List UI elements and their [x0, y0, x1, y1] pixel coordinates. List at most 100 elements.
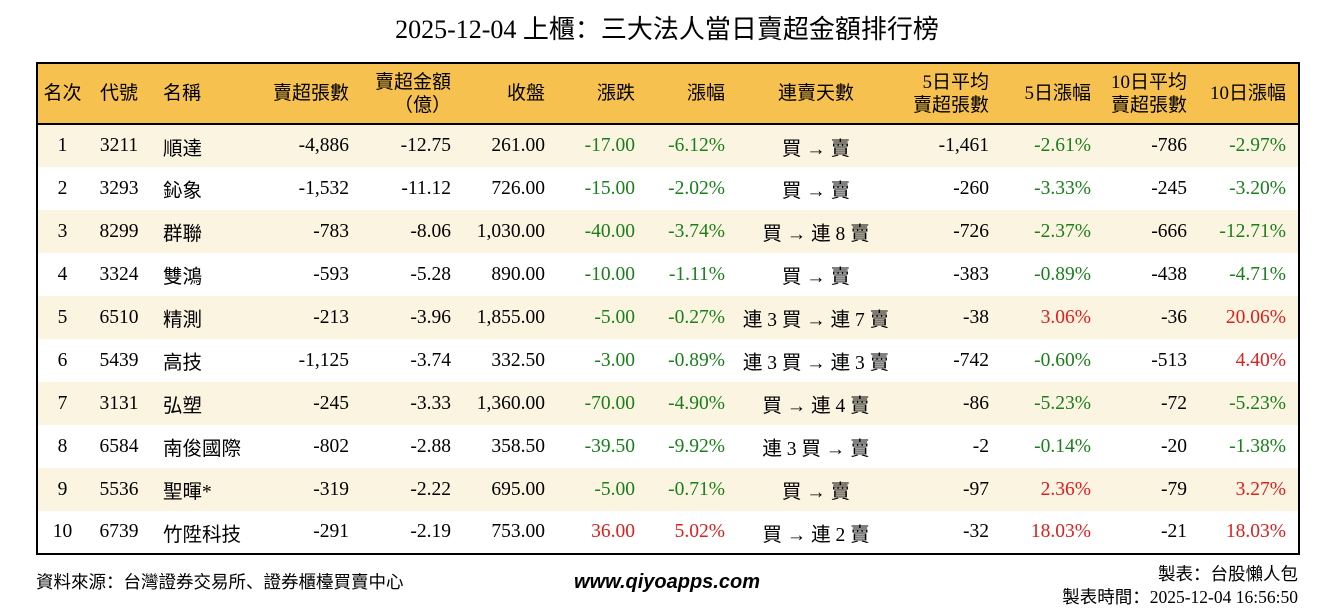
table-row: 3 8299 群聯 -783 -8.06 1,030.00 -40.00 -3.74% 買 → …	[37, 210, 1299, 253]
cell-sell-amount: -12.75	[400, 135, 451, 156]
cell-rank: 7	[57, 392, 68, 414]
cell-streak: 連 3 買 → 連 3 賣	[742, 353, 890, 374]
cell-code: 8299	[99, 220, 139, 242]
table-row: 7 3131 弘塑 -245 -3.33 1,360.00 -70.00 -4.90% 買 → …	[37, 382, 1299, 425]
col-header-close: 收盤	[463, 63, 551, 125]
cell-sell-volume: -319	[313, 478, 349, 500]
cell-close: 332.50	[491, 349, 545, 371]
cell-streak: 買 → 連 8 賣	[762, 224, 870, 245]
cell-avg10-volume: -79	[1161, 478, 1187, 500]
col-header-name: 名稱	[151, 63, 257, 125]
cell-avg10-volume: -20	[1161, 435, 1187, 457]
cell-change: -5.00	[594, 478, 635, 500]
cell-change-pct: -1.11%	[668, 263, 725, 285]
cell-avg10-volume: -72	[1161, 392, 1187, 414]
cell-close: 695.00	[491, 478, 545, 500]
cell-close: 1,360.00	[476, 392, 545, 414]
cell-sell-amount: -8.06	[410, 220, 451, 242]
table-row: 8 6584 南俊國際 -802 -2.88 358.50 -39.50 -9.92% 連 3 …	[37, 425, 1299, 468]
cell-sell-volume: -1,125	[298, 349, 349, 371]
maker-block: 製表：台股懶人包 製表時間：2025-12-04 16:56:50	[1062, 563, 1298, 609]
cell-avg5-volume: -742	[953, 349, 989, 371]
made-time-label: 製表時間：2025-12-04 16:56:50	[1062, 587, 1298, 607]
cell-close: 726.00	[491, 177, 545, 199]
cell-change: -10.00	[584, 263, 635, 285]
cell-code: 3324	[99, 263, 139, 285]
col-header-sell-volume: 賣超張數	[257, 63, 361, 125]
cell-change-pct: -9.92%	[668, 435, 725, 457]
cell-pct10: -1.38%	[1229, 435, 1286, 457]
cell-avg10-volume: -786	[1151, 135, 1187, 156]
cell-sell-volume: -783	[313, 220, 349, 242]
cell-pct10: 18.03%	[1225, 521, 1286, 542]
cell-avg5-volume: -726	[953, 220, 989, 242]
cell-pct5: 3.06%	[1040, 306, 1091, 328]
cell-close: 890.00	[491, 263, 545, 285]
cell-sell-volume: -802	[313, 435, 349, 457]
col-header-pct5: 5日漲幅	[997, 63, 1099, 125]
cell-pct5: -2.37%	[1034, 220, 1091, 242]
cell-streak: 買 → 賣	[781, 267, 851, 288]
cell-change: -5.00	[594, 306, 635, 328]
cell-code: 5536	[99, 478, 139, 500]
cell-avg5-volume: -38	[963, 306, 989, 328]
website-link[interactable]: www.qiyoapps.com	[574, 571, 760, 593]
cell-sell-amount: -2.22	[410, 478, 451, 500]
cell-change: 36.00	[591, 521, 635, 542]
cell-avg10-volume: -438	[1151, 263, 1187, 285]
cell-name: 群聯	[163, 224, 203, 245]
data-source-note: 資料來源：台灣證券交易所、證券櫃檯買賣中心	[36, 572, 404, 592]
cell-pct5: -0.89%	[1034, 263, 1091, 285]
cell-pct5: 18.03%	[1030, 521, 1091, 542]
page-title: 2025-12-04 上櫃：三大法人當日賣超金額排行榜	[395, 15, 939, 44]
cell-avg10-volume: -513	[1151, 349, 1187, 371]
cell-close: 358.50	[491, 435, 545, 457]
cell-avg5-volume: -1,461	[938, 135, 989, 156]
cell-rank: 8	[57, 435, 68, 457]
cell-streak: 買 → 連 2 賣	[762, 524, 870, 546]
cell-change: -17.00	[584, 135, 635, 156]
table-row: 4 3324 雙鴻 -593 -5.28 890.00 -10.00 -1.11% 買 → 賣 -…	[37, 253, 1299, 296]
table-row: 2 3293 鈊象 -1,532 -11.12 726.00 -15.00 -2.02% 買 →…	[37, 167, 1299, 210]
cell-pct10: -3.20%	[1229, 177, 1286, 199]
cell-sell-amount: -2.19	[410, 521, 451, 542]
col-header-code: 代號	[87, 63, 151, 125]
cell-sell-volume: -291	[313, 521, 349, 542]
col-header-rank: 名次	[37, 63, 87, 125]
cell-sell-amount: -3.74	[410, 349, 451, 371]
cell-code: 6510	[99, 306, 139, 328]
cell-code: 5439	[99, 349, 139, 371]
col-header-change-pct: 漲幅	[643, 63, 731, 125]
cell-streak: 買 → 賣	[781, 181, 851, 202]
cell-name: 鈊象	[163, 181, 203, 202]
col-header-change: 漲跌	[551, 63, 643, 125]
cell-avg5-volume: -260	[953, 177, 989, 199]
col-header-avg10-volume: 10日平均 賣超張數	[1099, 63, 1195, 125]
cell-pct5: 2.36%	[1040, 478, 1091, 500]
table-row: 9 5536 聖暉* -319 -2.22 695.00 -5.00 -0.71% 買 → 賣 -…	[37, 468, 1299, 511]
cell-pct10: -12.71%	[1219, 220, 1286, 242]
cell-avg5-volume: -86	[963, 392, 989, 414]
cell-name: 雙鴻	[163, 267, 203, 288]
cell-name: 南俊國際	[163, 439, 242, 460]
cell-avg5-volume: -2	[972, 435, 989, 457]
cell-avg5-volume: -383	[953, 263, 989, 285]
cell-change: -70.00	[584, 392, 635, 414]
cell-pct10: 4.40%	[1235, 349, 1286, 371]
cell-rank: 9	[57, 478, 68, 500]
cell-pct5: -2.61%	[1034, 135, 1091, 156]
cell-pct10: -2.97%	[1229, 135, 1286, 156]
cell-code: 6584	[99, 435, 139, 457]
cell-pct10: -4.71%	[1229, 263, 1286, 285]
cell-change: -15.00	[584, 177, 635, 199]
cell-avg5-volume: -97	[963, 478, 989, 500]
table-row: 1 3211 順達 -4,886 -12.75 261.00 -17.00 -6.12% 買 →…	[37, 124, 1299, 167]
cell-streak: 連 3 買 → 連 7 賣	[742, 310, 890, 331]
cell-sell-amount: -11.12	[401, 177, 451, 199]
cell-rank: 2	[57, 177, 68, 199]
cell-avg5-volume: -32	[963, 521, 989, 542]
cell-avg10-volume: -245	[1151, 177, 1187, 199]
cell-change: -3.00	[594, 349, 635, 371]
cell-change-pct: -0.71%	[668, 478, 725, 500]
table-row: 6 5439 高技 -1,125 -3.74 332.50 -3.00 -0.89% 連 3 買…	[37, 339, 1299, 382]
